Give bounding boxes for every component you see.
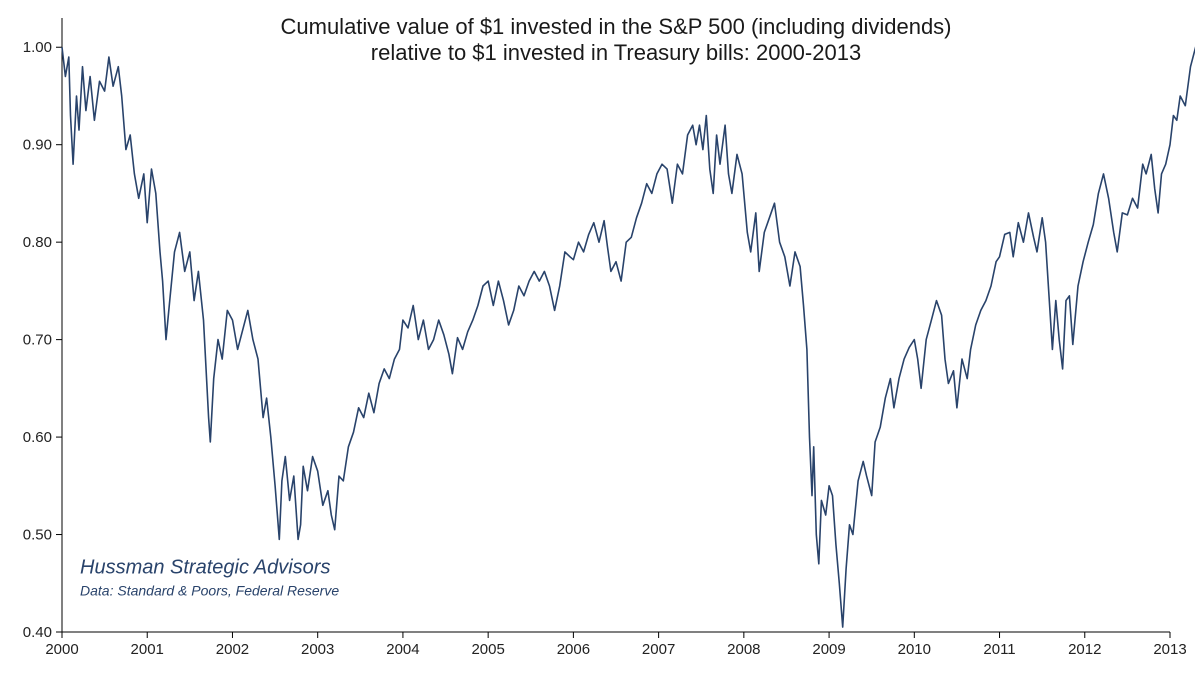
data-source: Data: Standard & Poors, Federal Reserve [80,583,339,599]
data-line [62,28,1195,627]
x-tick-label: 2011 [983,641,1015,658]
chart-title-line1: Cumulative value of $1 invested in the S… [281,14,952,39]
x-tick-label: 2000 [45,641,78,658]
x-tick-label: 2003 [301,641,334,658]
y-tick-label: 0.50 [23,527,52,544]
x-tick-label: 2007 [642,641,675,658]
x-tick-label: 2012 [1068,641,1101,658]
y-tick-label: 0.80 [23,234,52,251]
attribution: Hussman Strategic Advisors [80,557,330,579]
line-chart: 0.40 0.50 0.60 0.70 0.80 0.90 1.00 2000 2001 2002… [0,0,1195,673]
chart-title-line2: relative to $1 invested in Treasury bill… [371,40,861,65]
y-tick-label: 0.60 [23,429,52,446]
x-tick-label: 2006 [557,641,590,658]
x-tick-label: 2001 [131,641,164,658]
x-tick-label: 2010 [898,641,931,658]
x-tick-label: 2013 [1153,641,1186,658]
x-tick-label: 2005 [471,641,504,658]
x-tick-label: 2004 [386,641,419,658]
y-tick-label: 0.40 [23,624,52,641]
x-tick-label: 2008 [727,641,760,658]
y-tick-label: 0.90 [23,137,52,154]
y-tick-label: 1.00 [23,39,52,56]
chart-container: 0.40 0.50 0.60 0.70 0.80 0.90 1.00 2000 2001 2002… [0,0,1195,673]
x-tick-label: 2002 [216,641,249,658]
y-tick-label: 0.70 [23,332,52,349]
x-tick-label: 2009 [812,641,845,658]
